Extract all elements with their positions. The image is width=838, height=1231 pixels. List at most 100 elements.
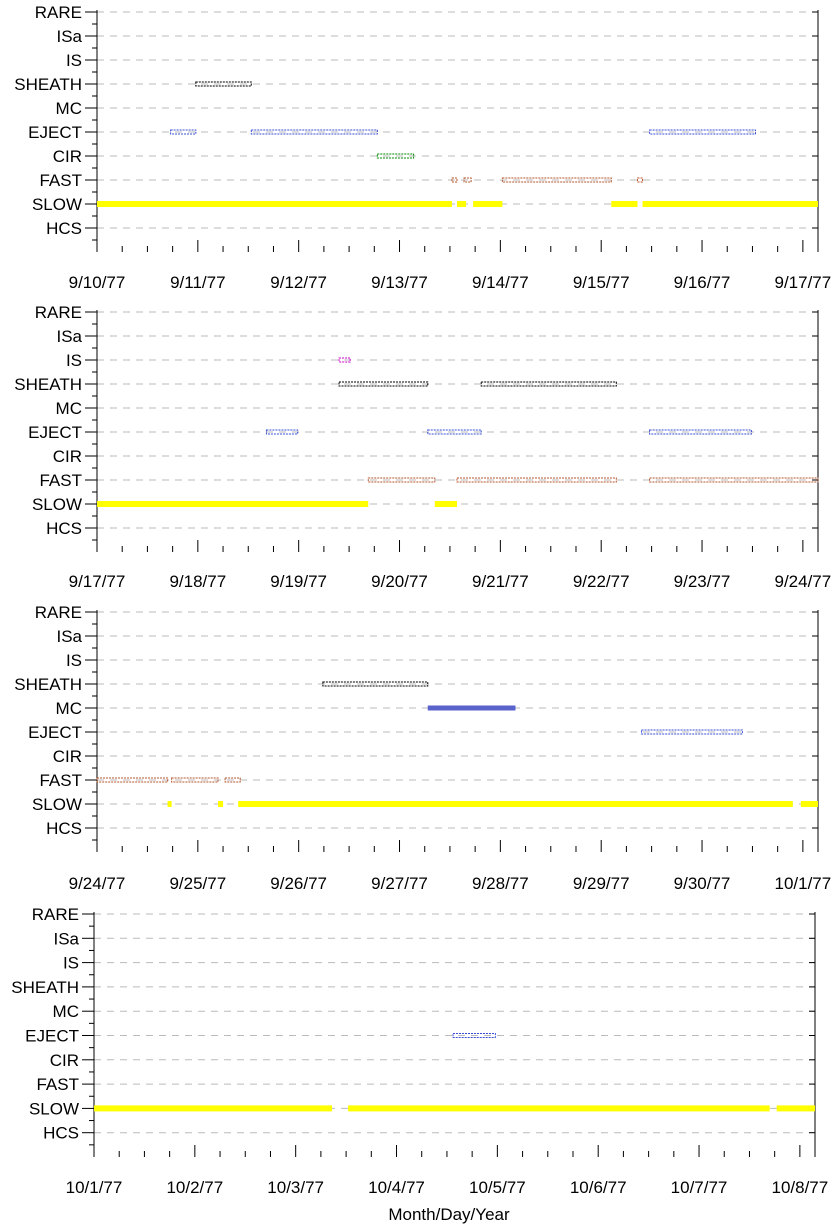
y-tick-label: HCS bbox=[46, 219, 82, 238]
bar-fast bbox=[636, 177, 644, 183]
x-tick-label: 10/3/77 bbox=[267, 1178, 324, 1197]
y-tick-label: FAST bbox=[39, 471, 82, 490]
x-tick-label: 10/8/77 bbox=[772, 1178, 829, 1197]
bar-fast bbox=[501, 177, 612, 183]
y-tick-label: RARE bbox=[32, 905, 79, 924]
x-tick-label: 9/19/77 bbox=[270, 572, 327, 591]
bar-slow bbox=[434, 501, 457, 507]
x-tick-label: 9/25/77 bbox=[169, 874, 226, 893]
y-tick-label: HCS bbox=[46, 519, 82, 538]
y-tick-label: SHEATH bbox=[14, 375, 82, 394]
y-tick-label: CIR bbox=[53, 747, 82, 766]
bar-fast bbox=[649, 477, 819, 483]
x-tick-label: 10/1/77 bbox=[775, 874, 832, 893]
x-tick-label: 9/30/77 bbox=[674, 874, 731, 893]
x-tick-label: 10/6/77 bbox=[570, 1178, 627, 1197]
y-tick-label: MC bbox=[56, 399, 82, 418]
x-tick-label: 9/11/77 bbox=[170, 273, 225, 292]
x-tick-label: 9/23/77 bbox=[674, 572, 731, 591]
y-tick-label: SHEATH bbox=[11, 978, 79, 997]
bar-slow bbox=[348, 1105, 770, 1112]
x-tick-label: 9/26/77 bbox=[270, 874, 327, 893]
x-tick-label: 9/22/77 bbox=[573, 572, 630, 591]
y-tick-label: SLOW bbox=[32, 795, 82, 814]
bar-eject bbox=[170, 129, 197, 135]
bar-slow bbox=[642, 201, 818, 207]
y-tick-label: IS bbox=[66, 651, 82, 670]
y-tick-label: SLOW bbox=[32, 195, 82, 214]
y-tick-label: ISa bbox=[56, 327, 82, 346]
x-tick-label: 9/24/77 bbox=[775, 572, 832, 591]
bar-slow bbox=[238, 801, 793, 807]
y-tick-label: SLOW bbox=[29, 1099, 79, 1118]
bar-slow bbox=[611, 201, 638, 207]
bar-fast bbox=[171, 777, 219, 783]
bar-slow bbox=[776, 1105, 815, 1112]
bar-eject bbox=[452, 1033, 496, 1038]
bar-sheath bbox=[480, 381, 617, 387]
y-tick-label: EJECT bbox=[28, 723, 82, 742]
y-tick-label: FAST bbox=[39, 771, 82, 790]
y-tick-label: SLOW bbox=[32, 495, 82, 514]
x-tick-label: 9/17/77 bbox=[69, 572, 126, 591]
y-tick-label: IS bbox=[66, 51, 82, 70]
bar-slow bbox=[97, 201, 452, 207]
x-tick-label: 9/12/77 bbox=[270, 273, 327, 292]
y-tick-label: EJECT bbox=[28, 423, 82, 442]
x-tick-label: 9/15/77 bbox=[573, 273, 630, 292]
y-tick-label: SHEATH bbox=[14, 675, 82, 694]
bar-eject bbox=[427, 429, 482, 435]
x-tick-label: 9/24/77 bbox=[69, 874, 126, 893]
y-tick-label: MC bbox=[56, 699, 82, 718]
x-tick-label: 9/17/77 bbox=[775, 273, 832, 292]
bar-eject bbox=[265, 429, 299, 435]
y-tick-label: CIR bbox=[53, 147, 82, 166]
y-tick-label: RARE bbox=[35, 3, 82, 22]
x-tick-label: 9/18/77 bbox=[169, 572, 226, 591]
bar-fast bbox=[96, 777, 169, 783]
bar-sheath bbox=[322, 681, 429, 687]
bar-eject bbox=[250, 129, 378, 135]
bar-eject bbox=[649, 429, 752, 435]
x-tick-label: 10/1/77 bbox=[66, 1178, 123, 1197]
x-tick-label: 9/20/77 bbox=[371, 572, 428, 591]
bar-fast bbox=[451, 177, 458, 183]
x-axis-label: Month/Day/Year bbox=[388, 1205, 510, 1224]
y-tick-label: ISa bbox=[56, 27, 82, 46]
bar-slow bbox=[167, 801, 172, 807]
bar-is bbox=[338, 357, 351, 363]
y-tick-label: EJECT bbox=[28, 123, 82, 142]
x-tick-label: 9/10/77 bbox=[69, 273, 126, 292]
y-tick-label: ISa bbox=[53, 929, 79, 948]
y-tick-label: ISa bbox=[56, 627, 82, 646]
x-tick-label: 10/2/77 bbox=[166, 1178, 223, 1197]
bar-slow bbox=[456, 201, 467, 207]
bar-slow bbox=[94, 1105, 332, 1112]
bar-slow bbox=[473, 201, 503, 207]
bar-slow bbox=[800, 801, 818, 807]
y-tick-label: FAST bbox=[39, 171, 82, 190]
x-tick-label: 9/28/77 bbox=[472, 874, 529, 893]
y-tick-label: CIR bbox=[53, 447, 82, 466]
y-tick-label: RARE bbox=[35, 603, 82, 622]
y-tick-label: CIR bbox=[50, 1051, 79, 1070]
bar-sheath bbox=[195, 81, 252, 87]
x-tick-label: 9/27/77 bbox=[371, 874, 428, 893]
y-tick-label: EJECT bbox=[25, 1027, 79, 1046]
x-tick-label: 9/14/77 bbox=[472, 273, 529, 292]
x-tick-label: 10/7/77 bbox=[671, 1178, 728, 1197]
bar-fast bbox=[463, 177, 472, 183]
x-tick-label: 9/16/77 bbox=[674, 273, 731, 292]
x-tick-label: 10/5/77 bbox=[469, 1178, 526, 1197]
bar-eject bbox=[649, 129, 756, 135]
y-tick-label: HCS bbox=[46, 819, 82, 838]
y-tick-label: IS bbox=[66, 351, 82, 370]
bar-mc bbox=[427, 705, 516, 711]
bar-cir bbox=[376, 153, 415, 159]
y-tick-label: MC bbox=[56, 99, 82, 118]
y-tick-label: MC bbox=[53, 1002, 79, 1021]
x-tick-label: 9/29/77 bbox=[573, 874, 630, 893]
x-tick-label: 9/21/77 bbox=[472, 572, 529, 591]
